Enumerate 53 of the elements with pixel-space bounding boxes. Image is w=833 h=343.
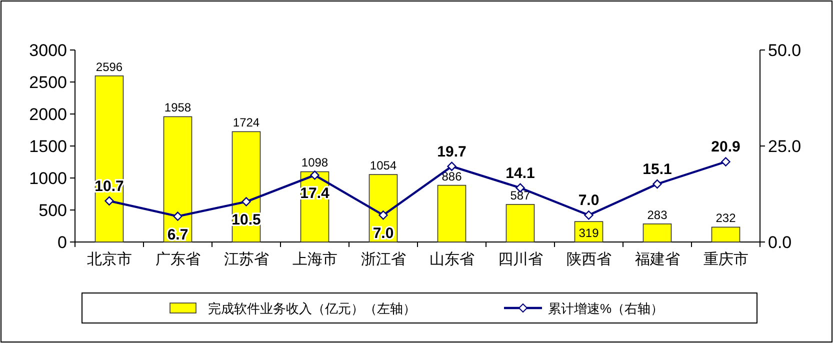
point bbox=[378, 210, 388, 220]
point bbox=[173, 212, 182, 221]
point bbox=[104, 196, 114, 206]
data-label: 15.1 bbox=[642, 161, 672, 178]
x-tick-label: 四川省 bbox=[498, 251, 543, 268]
y-tick-label: 0 bbox=[58, 233, 67, 252]
data-label: 14.1 bbox=[506, 164, 535, 182]
x-tick-label: 福建省 bbox=[634, 251, 680, 268]
point bbox=[447, 162, 456, 171]
x-tick-label: 重庆市 bbox=[703, 251, 748, 268]
data-label: 283 bbox=[647, 208, 668, 222]
legend-label: 完成软件业务收入（亿元）（左轴） bbox=[208, 301, 416, 316]
data-label: 1054 bbox=[370, 158, 397, 173]
bar bbox=[711, 226, 740, 242]
data-label: 319 bbox=[578, 226, 600, 240]
y-tick-label: 500 bbox=[38, 201, 67, 220]
x-tick-label: 山东省 bbox=[429, 251, 474, 268]
x-tick-label: 陕西省 bbox=[566, 251, 612, 268]
point bbox=[584, 210, 594, 220]
x-tick-label: 广东省 bbox=[155, 251, 200, 268]
data-label: 19.7 bbox=[437, 143, 466, 160]
bar bbox=[437, 184, 466, 242]
data-label: 7.0 bbox=[578, 192, 600, 210]
data-label: 1958 bbox=[164, 100, 192, 115]
data-label: 886 bbox=[442, 169, 462, 184]
point bbox=[310, 170, 320, 180]
bar bbox=[642, 223, 672, 242]
x-tick-label: 北京市 bbox=[86, 251, 132, 268]
bar bbox=[506, 204, 535, 242]
y-tick-label: 1500 bbox=[29, 137, 67, 156]
data-label: 2596 bbox=[96, 60, 123, 74]
point bbox=[242, 197, 251, 206]
bar bbox=[94, 75, 124, 242]
data-label: 1724 bbox=[232, 116, 260, 130]
point bbox=[721, 157, 730, 166]
data-label: 1098 bbox=[301, 156, 328, 170]
y-tick-label: 1000 bbox=[29, 169, 67, 188]
y-tick-label: 3000 bbox=[29, 41, 67, 60]
bar bbox=[163, 116, 192, 242]
point bbox=[652, 179, 662, 189]
y-tick-label: 2500 bbox=[29, 73, 67, 92]
y2-tick-label: 0.0 bbox=[768, 233, 792, 252]
data-label: 6.7 bbox=[167, 226, 188, 244]
y2-tick-label: 50.0 bbox=[768, 41, 802, 60]
x-tick-label: 江苏省 bbox=[224, 251, 269, 268]
y2-tick-label: 25.0 bbox=[768, 137, 802, 156]
data-label: 232 bbox=[716, 211, 736, 226]
data-label: 7.0 bbox=[372, 225, 394, 242]
x-tick-label: 上海市 bbox=[292, 251, 338, 268]
data-label: 20.9 bbox=[711, 138, 740, 156]
legend-label: 累计增速%（右轴） bbox=[548, 301, 664, 316]
y-tick-label: 2000 bbox=[29, 105, 67, 124]
x-tick-label: 浙江省 bbox=[360, 251, 406, 268]
